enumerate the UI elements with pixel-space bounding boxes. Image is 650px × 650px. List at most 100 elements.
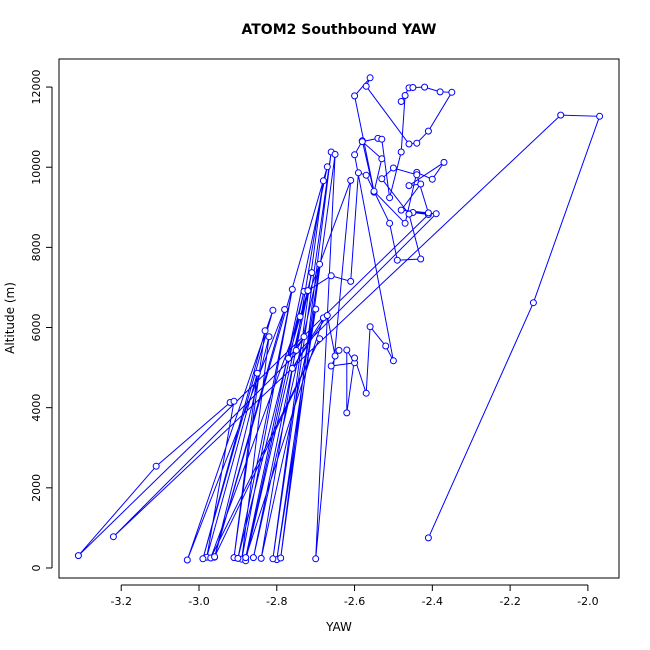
x-tick-label: -3.2 xyxy=(110,595,131,608)
data-point xyxy=(424,209,432,217)
data-point xyxy=(347,176,355,184)
data-point xyxy=(378,155,386,163)
data-point xyxy=(269,555,277,563)
y-tick-label: 0 xyxy=(30,564,43,571)
data-point xyxy=(436,88,444,96)
data-point xyxy=(284,354,292,362)
data-point xyxy=(362,389,370,397)
data-point xyxy=(397,98,405,105)
data-point xyxy=(378,135,386,143)
x-tick-label: -2.0 xyxy=(577,595,598,608)
y-tick-label: 8000 xyxy=(30,233,43,261)
data-point xyxy=(281,306,289,313)
data-point xyxy=(393,256,401,264)
x-axis-label: YAW xyxy=(325,620,352,634)
data-point xyxy=(265,333,273,341)
plot-frame xyxy=(58,58,620,579)
data-point xyxy=(296,313,304,321)
data-point xyxy=(417,180,425,188)
data-point xyxy=(269,306,277,314)
data-point xyxy=(327,272,335,280)
data-point xyxy=(448,88,456,96)
data-point xyxy=(440,158,448,166)
data-point xyxy=(424,127,432,135)
data-point xyxy=(234,554,242,562)
data-point xyxy=(331,150,339,158)
data-point xyxy=(432,210,440,218)
data-point xyxy=(389,164,397,172)
data-point xyxy=(347,277,355,285)
data-point xyxy=(370,187,378,195)
x-tick-label: -2.4 xyxy=(422,595,443,608)
data-point xyxy=(405,210,413,218)
y-tick-label: 4000 xyxy=(30,394,43,422)
y-tick-label: 10000 xyxy=(30,150,43,185)
data-point xyxy=(428,175,436,183)
data-point xyxy=(331,352,339,360)
data-point xyxy=(249,554,257,562)
data-point xyxy=(386,194,394,202)
data-point xyxy=(424,534,432,542)
chart-title: ATOM2 Southbound YAW xyxy=(242,22,437,38)
data-point xyxy=(288,364,296,372)
data-point xyxy=(366,74,374,82)
data-point xyxy=(277,554,285,562)
data-point xyxy=(257,554,265,562)
data-point xyxy=(557,111,565,119)
data-point xyxy=(183,556,191,564)
data-point xyxy=(596,112,604,120)
y-tick-label: 12000 xyxy=(30,70,43,105)
x-tick-label: -2.6 xyxy=(344,595,365,608)
data-point xyxy=(417,255,425,263)
data-point xyxy=(292,346,300,354)
y-axis-label: Altitude (m) xyxy=(3,282,17,354)
data-point xyxy=(397,148,405,156)
data-point xyxy=(413,139,421,147)
y-tick-label: 2000 xyxy=(30,474,43,502)
data-point xyxy=(351,354,359,362)
data-point xyxy=(74,552,82,560)
data-point xyxy=(288,285,296,293)
data-point xyxy=(362,82,370,90)
data-point xyxy=(529,299,537,307)
x-tick-label: -3.0 xyxy=(188,595,209,608)
data-point xyxy=(304,287,312,295)
data-point xyxy=(300,333,308,341)
data-point xyxy=(343,409,351,417)
data-point xyxy=(319,177,327,185)
data-point xyxy=(316,335,324,343)
x-tick-label: -2.2 xyxy=(499,595,520,608)
x-axis: -3.2 -3.0 -2.8 -2.6 -2.4 -2.2 -2.0 xyxy=(110,584,599,608)
data-point xyxy=(316,260,324,268)
data-point xyxy=(343,346,351,354)
data-point xyxy=(405,140,413,148)
data-point xyxy=(211,553,219,561)
data-point xyxy=(242,554,250,562)
data-point xyxy=(389,357,397,365)
data-point xyxy=(413,171,421,179)
y-tick-label: 6000 xyxy=(30,314,43,342)
data-point xyxy=(362,171,370,179)
data-point xyxy=(421,83,429,91)
data-point xyxy=(327,362,335,370)
data-point xyxy=(358,138,366,146)
y-axis: 0 2000 4000 6000 8000 10000 12000 xyxy=(30,70,53,571)
data-point xyxy=(109,533,117,541)
x-tick-label: -2.8 xyxy=(266,595,287,608)
data-point xyxy=(152,462,160,470)
data-point xyxy=(261,327,269,335)
data-point xyxy=(312,305,320,313)
data-point xyxy=(378,175,386,183)
data-point xyxy=(354,169,362,177)
data-point xyxy=(351,151,359,159)
data-point xyxy=(397,206,405,214)
series-layer xyxy=(74,74,604,565)
data-point xyxy=(308,269,316,277)
data-point xyxy=(382,342,390,350)
series-line xyxy=(78,77,601,561)
data-point xyxy=(401,92,409,99)
data-point xyxy=(405,182,413,190)
data-point xyxy=(199,555,207,563)
data-point xyxy=(401,219,409,227)
